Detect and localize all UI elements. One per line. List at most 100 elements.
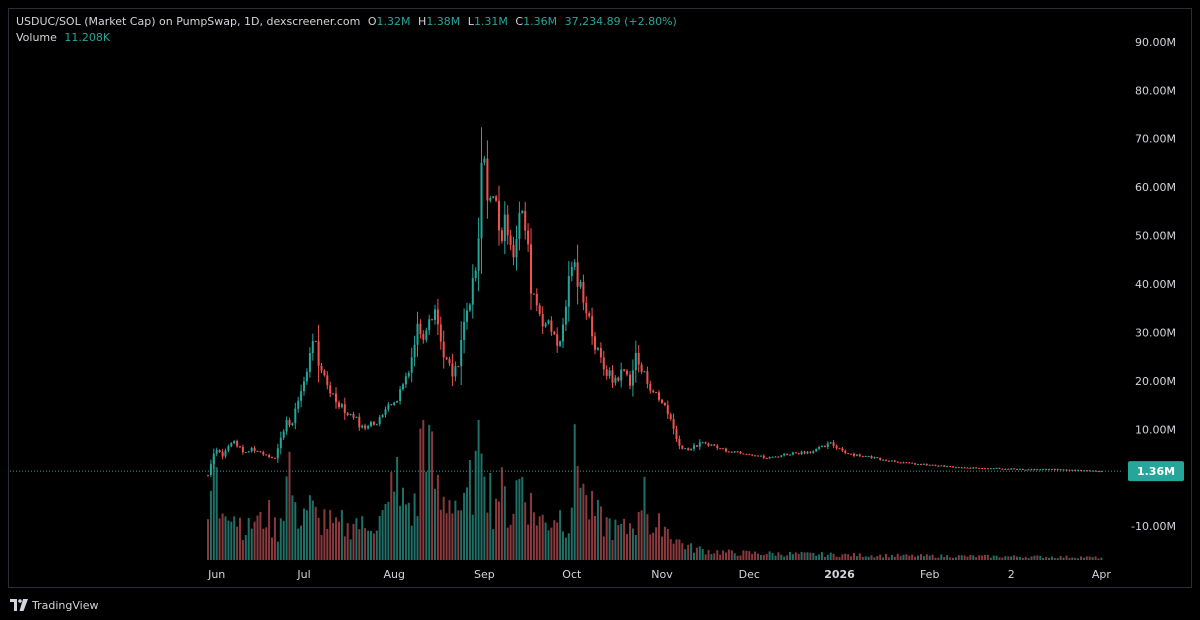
volume-bar (410, 525, 413, 560)
x-tick-label: 2026 (824, 568, 855, 581)
volume-bar (454, 500, 457, 560)
candle-body (975, 467, 978, 469)
x-tick-label: Jul (296, 568, 310, 581)
close-value: 1.36M (523, 15, 558, 28)
candle-body (1094, 470, 1097, 472)
volume-bar (885, 553, 887, 560)
volume-bar (954, 557, 957, 560)
volume-bar (407, 502, 410, 560)
volume-bar (480, 453, 483, 560)
candle-body (713, 444, 716, 446)
candle-body (474, 270, 477, 279)
candle-body (893, 460, 896, 462)
y-tick-label: 40.00M (1135, 278, 1176, 291)
symbol-title[interactable]: USDUC/SOL (Market Cap) on PumpSwap, 1D, … (16, 15, 361, 28)
candle-body (1074, 469, 1077, 471)
candle-body (457, 366, 460, 368)
candle-body (381, 414, 384, 418)
candle-body (634, 352, 637, 371)
candle-body (329, 385, 332, 394)
candle-body (890, 460, 893, 462)
volume-bar (794, 552, 797, 560)
volume-bar (975, 557, 978, 560)
volume-bar (1010, 556, 1013, 560)
candle-body (1027, 469, 1030, 471)
volume-bar (666, 528, 669, 560)
volume-bar (1077, 558, 1080, 560)
volume-bar (486, 512, 489, 560)
volume-bar (1088, 556, 1091, 560)
candle-body (853, 453, 855, 456)
candle-body (876, 457, 879, 459)
candle-body (375, 424, 378, 426)
candle-body (844, 450, 847, 454)
volume-bar (928, 555, 931, 560)
candle-body (821, 445, 823, 447)
candle-body (460, 339, 463, 367)
candle-body (343, 404, 346, 414)
candle-body (867, 456, 870, 457)
volume-bar (768, 551, 771, 560)
legend-volume-row: Volume 11.208K (16, 30, 677, 46)
volume-bar (663, 526, 666, 560)
volume-bar (372, 533, 375, 560)
volume-label[interactable]: Volume (16, 31, 57, 44)
candle-body (861, 456, 864, 458)
volume-bar (1085, 556, 1088, 560)
volume-bar (381, 510, 384, 560)
volume-bar (800, 551, 803, 560)
y-tick-label: 60.00M (1135, 181, 1176, 194)
volume-bar (524, 502, 527, 560)
candle-body (864, 456, 867, 457)
candle-body (579, 282, 582, 287)
volume-bar (1056, 558, 1059, 560)
candle-body (1053, 469, 1056, 470)
candle-body (914, 463, 917, 465)
volume-bar (265, 527, 268, 560)
volume-bar (1016, 556, 1018, 560)
volume-bar (748, 551, 751, 560)
candle-body (492, 196, 495, 198)
candle-body (434, 309, 436, 320)
tradingview-brand[interactable]: TradingView (32, 598, 99, 612)
tradingview-logo-icon[interactable] (10, 599, 28, 611)
x-tick-label: Dec (739, 568, 760, 581)
volume-bar (1021, 557, 1024, 560)
price-axis: 90.00M 80.00M 70.00M 60.00M 50.00M 40.00M 30.0… (1131, 36, 1176, 533)
candle-body (442, 341, 445, 358)
high-key: H (418, 15, 427, 28)
candle-body (349, 414, 352, 416)
volume-bar (643, 476, 646, 560)
candle-body (687, 448, 690, 451)
volume-bar (262, 528, 265, 560)
volume-bar (518, 478, 521, 560)
candle-body (1010, 468, 1013, 470)
candle-body (771, 456, 774, 458)
volume-bar (905, 554, 908, 560)
candle-body (725, 448, 727, 452)
candle-body (911, 462, 914, 464)
volume-bar (917, 555, 919, 560)
candle-body (934, 464, 937, 466)
volume-bar (419, 428, 422, 560)
volume-bar (547, 530, 550, 560)
volume-bar (500, 467, 503, 560)
volume-bar (323, 509, 326, 560)
volume-bar (780, 554, 783, 560)
candle-body (870, 456, 873, 459)
candle-body (605, 369, 608, 376)
candle-body (730, 451, 733, 453)
volume-bar (707, 550, 710, 560)
candle-body (428, 319, 431, 331)
volume-bar (774, 555, 777, 560)
candle-body (1048, 469, 1050, 471)
volume-bar (867, 556, 870, 560)
candle-body (1097, 471, 1100, 473)
candle-body (754, 455, 757, 457)
candle-body (1045, 469, 1048, 471)
volume-bar (300, 525, 303, 560)
candle-body (477, 238, 480, 271)
candle-body (998, 467, 1001, 469)
volume-bar (335, 517, 337, 560)
